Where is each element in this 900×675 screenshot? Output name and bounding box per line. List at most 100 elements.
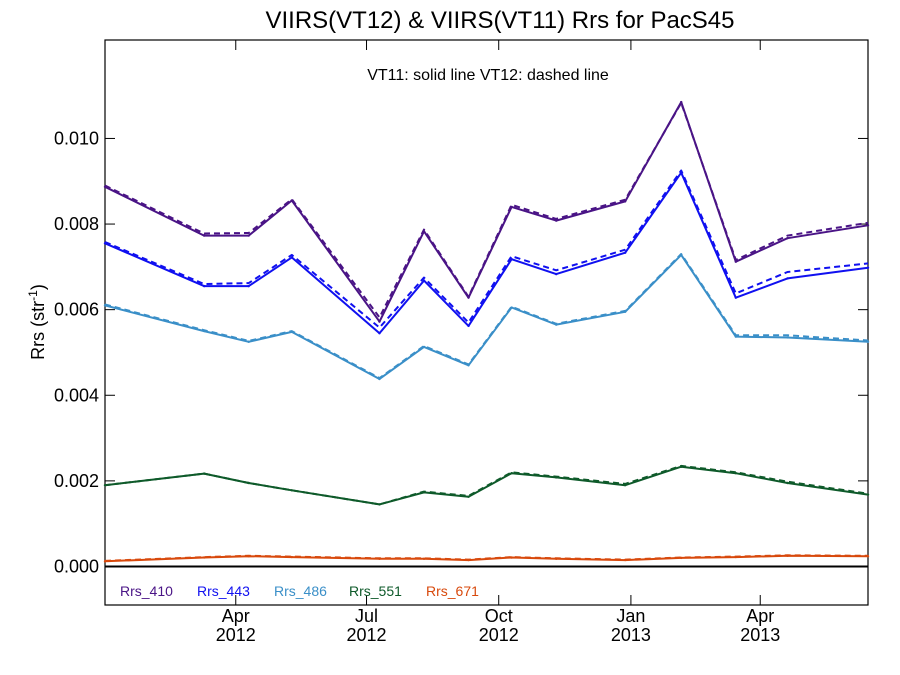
rrs-410-vt11-point [734,260,738,263]
legend: Rrs_410 Rrs_443 Rrs_486 Rrs_551 Rrs_671 [120,583,479,599]
series-lines [103,100,870,563]
rrs-551-vt11-point [103,483,107,487]
rrs-551-vt11-point [554,476,558,479]
rrs-671-vt11-point [202,556,206,559]
rrs-671-vt11-point [554,557,558,560]
rrs-486-vt11-point [378,377,381,381]
x-tick-label-month: Apr [746,606,774,626]
rrs-443-vt11-point [202,284,206,288]
rrs-486-vt11-point [554,323,558,326]
legend-entry-rrs-551: Rrs_551 [349,583,402,599]
plot-frame [104,39,869,606]
rrs-486-vt11-line [104,253,869,380]
legend-entry-rrs-486: Rrs_486 [274,583,327,599]
rrs-486-vt11-point [866,340,870,343]
rrs-410-vt11-point [202,234,206,237]
rrs-410-vt11-point [378,320,381,323]
rrs-410-vt11-point [247,234,250,237]
rrs-486-vt11-point [734,335,738,338]
rrs-671-vt11-point [510,556,513,559]
plot-border [104,39,869,606]
rrs-486-vt11-point [623,310,627,313]
rrs-443-vt11-point [866,266,870,269]
rrs-443-vt11-point [378,332,381,335]
rrs-671-vt11-point [623,558,627,562]
rrs-551-vt11-point [623,483,627,487]
rrs-410-vt11-point [554,219,558,222]
y-tick-label: 0.002 [54,471,99,491]
chart-title: VIIRS(VT12) & VIIRS(VT11) Rrs for PacS45 [265,7,734,34]
rrs-551-vt11-point [510,471,513,475]
rrs-551-vt11-point [786,481,789,485]
rrs-551-vt11-point [467,495,470,498]
rrs-410-vt11-point [290,199,293,202]
rrs-486-vt11-point [247,340,250,343]
rrs-443-vt11-point [786,277,789,280]
rrs-443-vt11-point [422,279,426,282]
rrs-671-vt11-point [103,560,107,563]
x-tick-label-year: 2013 [611,625,651,645]
rrs-551-vt11-point [680,465,683,468]
rrs-410-vt11-point [510,205,513,209]
x-tick-label-year: 2012 [346,625,386,645]
rrs-671-vt11-point [734,555,738,559]
rrs-551-vt11-point [422,491,426,494]
line-style-annotation: VT11: solid line VT12: dashed line [367,67,609,84]
rrs-410-vt12-line [104,101,869,319]
rrs-551-vt11-point [290,489,293,492]
rrs-410-vt11-point [866,224,870,227]
y-axis-label: Rrs (str-1) [26,284,48,360]
rrs-486-vt12-line [104,253,869,380]
rrs-443-vt11-point [623,251,627,254]
rrs-551-vt12-line [104,464,869,506]
rrs-410-vt11-point [680,100,683,104]
rrs-486-vt11-point [202,329,206,333]
rrs-551-vt11-point [247,481,250,485]
rrs-410-vt11-point [103,185,107,189]
x-tick-label-month: Jan [616,606,645,626]
rrs-410-vt11-point [467,296,470,299]
rrs-671-vt11-point [422,557,426,560]
x-tick-label-month: Oct [485,606,513,626]
rrs-551-vt11-point [378,503,381,506]
x-tick-label-month: Jul [355,606,378,626]
rrs-551-vt11-point [734,471,738,475]
rrs-671-vt11-point [866,555,870,558]
rrs-443-vt11-point [467,324,470,328]
rrs-486-vt11-point [510,306,513,309]
y-tick-label: 0.004 [54,385,99,405]
rrs-443-vt11-point [680,171,683,174]
rrs-551-vt11-point [202,472,206,475]
rrs-443-vt12-line [104,169,869,329]
rrs-443-vt11-line [104,171,869,335]
rrs-486-vt11-point [422,345,426,349]
x-tick-label-month: Apr [222,606,250,626]
rrs-486-vt11-point [103,304,107,307]
x-tick-label-year: 2012 [479,625,519,645]
rrs-443-vt11-point [554,272,558,276]
rrs-443-vt11-point [103,242,107,245]
rrs-410-vt11-line [104,101,869,323]
rrs-671-vt11-point [680,556,683,560]
x-tick-label-year: 2013 [740,625,780,645]
y-tick-label: 0.000 [54,556,99,576]
rrs-486-vt11-point [467,364,470,367]
rrs-410-vt11-point [422,230,426,233]
y-tick-label: 0.008 [54,214,99,234]
legend-entry-rrs-410: Rrs_410 [120,583,173,599]
rrs-551-vt11-point [866,493,870,496]
rrs-443-vt11-point [734,296,738,299]
rrs-671-vt11-point [467,558,470,562]
rrs-671-vt11-point [786,554,789,557]
rrs-486-vt11-point [786,336,789,339]
rrs-551-vt11-line [104,465,869,506]
y-axis: 0.000 0.002 0.004 0.006 0.008 0.010 [54,128,868,576]
y-tick-label: 0.006 [54,300,99,320]
rrs-671-vt12-line [104,554,869,562]
rrs-671-vt11-point [290,555,293,559]
x-tick-label-year: 2012 [216,625,256,645]
rrs-671-vt11-point [378,557,381,560]
rrs-443-vt11-point [510,257,513,261]
rrs-486-vt11-point [680,253,683,257]
